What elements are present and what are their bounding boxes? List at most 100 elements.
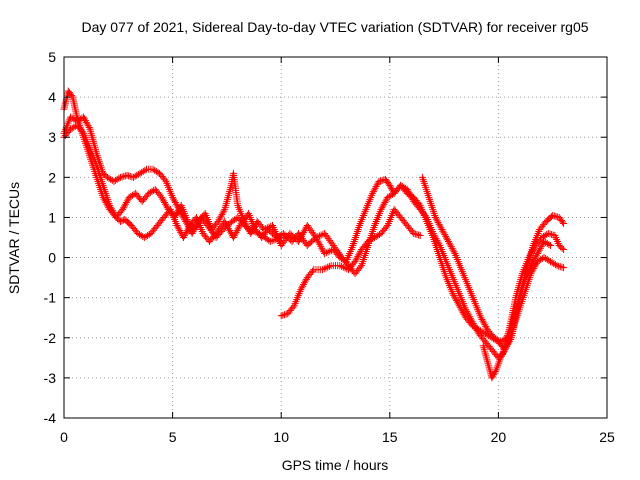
data-point [560,219,568,227]
data-point [321,250,329,258]
series-track-a [60,87,568,362]
x-tick-labels: 0 5 10 15 20 25 [60,429,615,445]
data-point [552,212,560,220]
chart-title: Day 077 of 2021, Sidereal Day-to-day VTE… [81,19,588,35]
x-tick-label: 20 [491,429,507,445]
series-track-c [60,113,568,354]
data-point [324,263,332,271]
data-point [221,217,229,225]
data-point [116,173,124,181]
data-point [556,263,564,271]
data-point [120,172,128,180]
data-point [377,177,385,185]
data-point [318,266,326,274]
data-point [68,92,76,100]
data-point [388,185,396,193]
data-point [378,176,386,184]
data-point [266,238,274,246]
data-point [71,122,79,130]
data-point [560,246,568,254]
data-point [254,229,262,237]
data-point [296,236,304,244]
data-point [322,264,330,272]
x-tick-label: 15 [382,429,398,445]
x-tick-label: 5 [169,429,177,445]
data-point [416,231,424,239]
data-point [489,372,497,380]
axis-ticks [63,56,608,419]
data-point [387,183,395,191]
data-point [300,227,308,235]
data-point [555,262,563,270]
data-point [295,238,303,246]
data-point [336,262,344,270]
data-point [547,242,555,250]
data-point [161,176,169,184]
data-point [375,177,383,185]
data-point [268,237,276,245]
data-point [297,232,305,240]
data-point [488,374,496,382]
data-point [318,244,326,252]
data-point [558,263,566,271]
data-point [497,352,505,360]
data-point [415,200,423,208]
y-tick-label: -3 [44,370,57,386]
data-point [356,263,364,271]
data-point [450,248,458,256]
data-point [386,181,394,189]
data-point [411,230,419,238]
data-point [298,230,306,238]
data-point [548,230,556,238]
data-point [297,234,305,242]
data-point [128,173,136,181]
x-tick-label: 25 [599,429,615,445]
data-point [116,217,124,225]
data-point [315,239,323,247]
data-point [78,128,86,136]
data-point [491,367,499,375]
y-tick-label: 5 [48,49,56,65]
data-point [497,354,505,362]
data-point [316,241,324,249]
data-point [226,226,234,234]
data-point [382,223,390,231]
data-point [115,174,123,182]
data-point [315,232,323,240]
data-point [118,173,126,181]
data-point [553,262,561,270]
data-point [550,212,558,220]
data-point [312,234,320,241]
data-point [299,229,307,237]
y-axis-label: SDTVAR / TECUs [6,182,22,294]
data-point [339,263,347,271]
data-point [558,218,566,226]
data-point [270,236,278,244]
data-point [150,186,158,194]
data-point [319,246,327,254]
data-point [490,369,498,377]
series-track-b [60,121,568,382]
data-point [325,262,333,270]
y-tick-label: 0 [48,250,56,266]
y-tick-label: -2 [44,330,57,346]
data-point [308,267,316,275]
data-point [277,312,285,320]
data-point [558,244,566,252]
y-tick-label: 3 [48,129,56,145]
data-point [289,303,297,311]
data-point [498,351,506,359]
data-point [130,190,138,198]
data-point [415,231,423,239]
data-point [280,311,288,319]
data-point [123,171,131,179]
data-point [319,230,327,238]
data-point [263,224,271,232]
data-point [546,230,554,238]
data-point [324,248,332,256]
data-point [544,229,552,237]
data-point [322,249,330,257]
x-axis-label: GPS time / hours [282,457,389,473]
x-tick-label: 10 [273,429,289,445]
